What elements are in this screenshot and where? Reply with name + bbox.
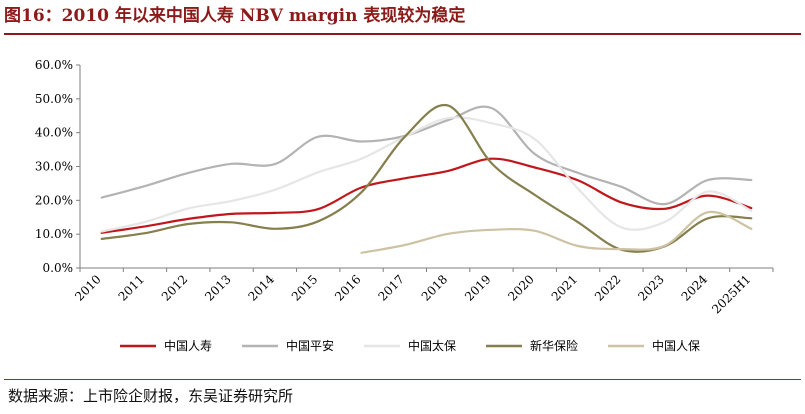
x-tick-label: 2015 [289, 272, 320, 303]
x-tick-label: 2023 [635, 272, 666, 303]
x-tick-label: 2022 [592, 272, 623, 303]
x-tick-label: 2013 [202, 272, 233, 303]
x-tick-label: 2017 [375, 272, 406, 303]
x-tick-label: 2012 [159, 272, 190, 303]
x-tick-label: 2011 [116, 272, 147, 303]
x-tick-label: 2019 [462, 272, 493, 303]
legend-label-1: 中国人寿 [164, 338, 212, 353]
y-tick-label: 10.0% [35, 227, 73, 241]
x-tick-label: 2014 [246, 272, 278, 304]
x-tick-label: 2020 [505, 272, 536, 303]
y-tick-label: 50.0% [35, 92, 73, 106]
source-note: 数据来源：上市险企财报，东吴证券研究所 [8, 387, 294, 405]
y-tick-label: 0.0% [43, 261, 74, 275]
title-divider [4, 33, 801, 35]
x-tick-label: 2016 [332, 272, 363, 303]
source-divider [4, 379, 801, 380]
y-tick-label: 60.0% [35, 58, 73, 72]
legend-label-2: 中国平安 [286, 338, 334, 353]
x-tick-label: 2010 [72, 272, 103, 303]
legend-label-4: 新华保险 [530, 338, 578, 353]
x-tick-label: 2025H1 [709, 272, 753, 316]
series-line-2 [100, 105, 753, 206]
line-chart: 0.0% 10.0% 20.0% 30.0% 40.0% 50.0% 60.0% 2010 20… [35, 58, 774, 353]
series-line-1 [100, 157, 753, 234]
y-tick-label: 30.0% [35, 160, 73, 174]
series-line-3 [100, 116, 753, 233]
x-tick-label: 2024 [679, 272, 711, 304]
figure-title: 图16：2010 年以来中国人寿 NBV margin 表现较为稳定 [4, 6, 466, 26]
x-tick-label: 2018 [419, 272, 450, 303]
legend-label-3: 中国太保 [408, 338, 456, 353]
x-tick-label: 2021 [549, 272, 580, 303]
y-tick-label: 40.0% [35, 126, 73, 140]
series-line-5 [360, 210, 753, 254]
y-tick-label: 20.0% [35, 193, 73, 207]
legend-label-5: 中国人保 [652, 338, 700, 353]
series-line-4 [100, 103, 753, 253]
